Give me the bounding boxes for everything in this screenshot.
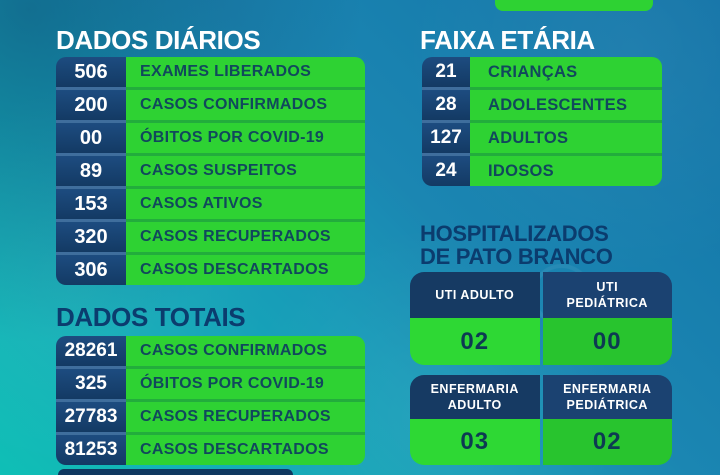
dados-diarios-table: 506 EXAMES LIBERADOS 200 CASOS CONFIRMAD… <box>56 57 365 285</box>
row-label: EXAMES LIBERADOS <box>126 57 365 87</box>
faixa-etaria-title: FAIXA ETÁRIA <box>420 25 595 55</box>
column-header-label: UTI PEDIÁTRICA <box>566 279 648 310</box>
table-row: 320 CASOS RECUPERADOS <box>56 219 365 252</box>
table-row: 200 CASOS CONFIRMADOS <box>56 87 365 120</box>
row-value: 325 <box>56 366 126 399</box>
row-label: ADULTOS <box>470 120 662 153</box>
column-header-label: UTI ADULTO <box>435 287 515 302</box>
row-value: 153 <box>56 186 126 219</box>
column-header: ENFERMARIA ADULTO <box>410 375 540 419</box>
row-value: 21 <box>422 57 470 87</box>
table-row: 21 CRIANÇAS <box>422 57 662 87</box>
table-row: 00 ÓBITOS POR COVID-19 <box>56 120 365 153</box>
row-value: 81253 <box>56 432 126 465</box>
row-label: CRIANÇAS <box>470 57 662 87</box>
dados-totais-title: DADOS TOTAIS <box>56 302 246 332</box>
table-row: 306 CASOS DESCARTADOS <box>56 252 365 285</box>
table-row: 127 ADULTOS <box>422 120 662 153</box>
row-value: 200 <box>56 87 126 120</box>
row-value: 00 <box>56 120 126 153</box>
cell-value: 00 <box>542 318 672 365</box>
row-label: CASOS RECUPERADOS <box>126 219 365 252</box>
table-row: 153 CASOS ATIVOS <box>56 186 365 219</box>
column-header: UTI ADULTO <box>410 272 540 318</box>
column-header: UTI PEDIÁTRICA <box>542 272 672 318</box>
table-row: 325 ÓBITOS POR COVID-19 <box>56 366 365 399</box>
column-header-label: ENFERMARIA PEDIÁTRICA <box>563 381 652 412</box>
row-label: CASOS CONFIRMADOS <box>126 87 365 120</box>
row-label: ÓBITOS POR COVID-19 <box>126 120 365 153</box>
bottom-partial-bar <box>58 469 293 475</box>
table-row: 89 CASOS SUSPEITOS <box>56 153 365 186</box>
cell-value: 02 <box>542 419 672 465</box>
row-value: 506 <box>56 57 126 87</box>
row-value: 27783 <box>56 399 126 432</box>
row-label: CASOS DESCARTADOS <box>126 252 365 285</box>
table-row: 28261 CASOS CONFIRMADOS <box>56 336 365 366</box>
hospitalizados-title: HOSPITALIZADOS DE PATO BRANCO <box>420 222 613 268</box>
row-value: 89 <box>56 153 126 186</box>
table-row: 24 IDOSOS <box>422 153 662 186</box>
hospitalizados-title-line1: HOSPITALIZADOS <box>420 221 609 246</box>
row-value: 28261 <box>56 336 126 366</box>
row-label: ADOLESCENTES <box>470 87 662 120</box>
row-label: CASOS RECUPERADOS <box>126 399 365 432</box>
row-label: CASOS SUSPEITOS <box>126 153 365 186</box>
table-row: 27783 CASOS RECUPERADOS <box>56 399 365 432</box>
row-label: CASOS CONFIRMADOS <box>126 336 365 366</box>
hospitalizados-enfermaria-table: ENFERMARIA ADULTO ENFERMARIA PEDIÁTRICA … <box>410 375 672 465</box>
dados-diarios-title: DADOS DIÁRIOS <box>56 25 261 55</box>
row-value: 306 <box>56 252 126 285</box>
row-value: 127 <box>422 120 470 153</box>
row-label: CASOS ATIVOS <box>126 186 365 219</box>
row-value: 320 <box>56 219 126 252</box>
row-value: 24 <box>422 153 470 186</box>
row-label: IDOSOS <box>470 153 662 186</box>
row-value: 28 <box>422 87 470 120</box>
faixa-etaria-table: 21 CRIANÇAS 28 ADOLESCENTES 127 ADULTOS … <box>422 57 662 186</box>
cell-value: 03 <box>410 419 540 465</box>
table-row: 28 ADOLESCENTES <box>422 87 662 120</box>
row-label: ÓBITOS POR COVID-19 <box>126 366 365 399</box>
green-accent-bar <box>495 0 653 11</box>
table-row: 506 EXAMES LIBERADOS <box>56 57 365 87</box>
hospitalizados-uti-table: UTI ADULTO UTI PEDIÁTRICA 02 00 <box>410 272 672 365</box>
column-header: ENFERMARIA PEDIÁTRICA <box>542 375 672 419</box>
table-row: 81253 CASOS DESCARTADOS <box>56 432 365 465</box>
dados-totais-table: 28261 CASOS CONFIRMADOS 325 ÓBITOS POR C… <box>56 336 365 465</box>
row-label: CASOS DESCARTADOS <box>126 432 365 465</box>
hospitalizados-title-line2: DE PATO BRANCO <box>420 244 613 270</box>
cell-value: 02 <box>410 318 540 365</box>
column-header-label: ENFERMARIA ADULTO <box>430 381 519 412</box>
